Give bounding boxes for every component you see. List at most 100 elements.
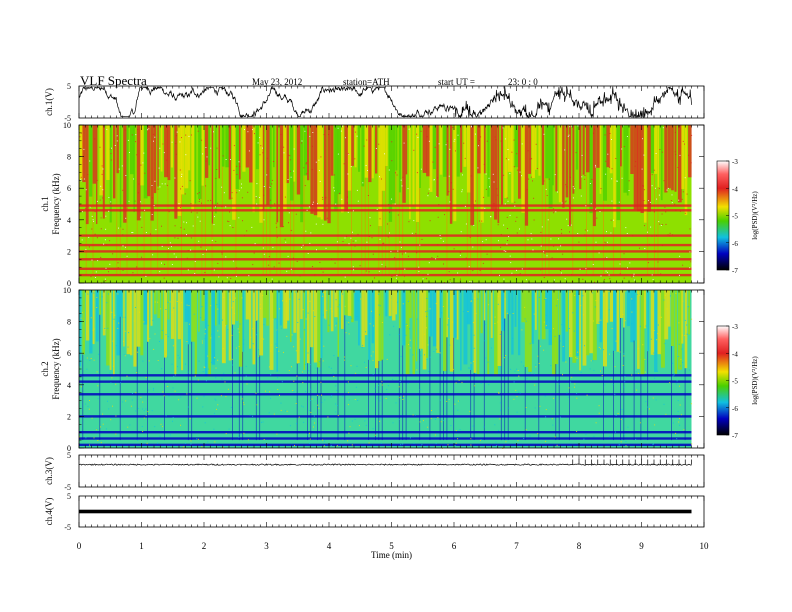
ch2-spectrogram-speckle — [120, 313, 122, 315]
ch1-spectrogram-speckle — [541, 226, 543, 228]
ch1-spectrogram-streak — [545, 125, 549, 179]
ch2-spectrogram-speckle — [653, 352, 655, 354]
ch1-spectrogram-speckle — [100, 256, 102, 258]
ch1-spectrogram-speckle — [161, 262, 162, 264]
ch1-spectrogram-speckle — [263, 194, 265, 196]
ch2-spectrogram-speckle — [623, 386, 625, 388]
ch1-spectrogram-speckle — [464, 205, 466, 207]
ch2-spectrogram-streak — [150, 290, 153, 326]
ch2-spectrogram-speckle — [168, 395, 170, 397]
ch1-spectrogram-speckle — [293, 148, 295, 150]
ch2-spectrogram-speckle — [289, 425, 291, 427]
ch2-spectrogram-speckle — [598, 321, 600, 323]
ch1-spectrogram-speckle — [390, 251, 392, 253]
ch1-spectrogram-speckle — [206, 249, 207, 251]
ch1-spectrogram-streak — [211, 125, 214, 224]
ch2-spectrogram-streak — [191, 341, 193, 441]
ch2-spectrogram-colorbar-label: log(PSD)(V²/Hz) — [751, 356, 759, 405]
ch1-spectrogram-band — [79, 234, 692, 237]
ch1-spectrogram-speckle — [595, 166, 597, 168]
ch1-spectrogram-speckle — [367, 195, 369, 196]
ch1-spectrogram-streak — [603, 200, 604, 276]
ch1-spectrogram-speckle — [477, 235, 479, 237]
ch2-spectrogram-speckle — [580, 305, 582, 307]
ch1-spectrogram-speckle — [389, 232, 390, 234]
ch1-spectrogram-speckle — [238, 161, 240, 163]
ch2-spectrogram-speckle — [211, 333, 213, 335]
ch2-spectrogram-speckle — [372, 317, 373, 319]
ch2-spectrogram-speckle — [576, 357, 578, 359]
ch1-spectrogram-speckle — [111, 147, 112, 149]
ch2-spectrogram-speckle — [221, 378, 223, 380]
ch1-spectrogram-speckle — [81, 211, 83, 213]
ch2-spectrogram-streak — [504, 318, 506, 441]
ch1-spectrogram-speckle — [177, 237, 179, 239]
ch2-spectrogram-speckle — [162, 426, 163, 428]
ch1-spectrogram-speckle — [242, 220, 243, 222]
ch2-spectrogram-speckle — [521, 329, 523, 331]
ch2-spectrogram-speckle — [402, 303, 404, 305]
ch2-spectrogram-speckle — [90, 358, 92, 359]
ch1-spectrogram-speckle — [322, 271, 324, 273]
ch1-spectrogram-speckle — [595, 241, 597, 243]
ch1-spectrogram-speckle — [216, 169, 218, 170]
ch2-spectrogram-speckle — [435, 418, 436, 420]
ch2-spectrogram-speckle — [687, 306, 689, 308]
ch2-spectrogram-speckle — [580, 371, 582, 373]
ch2-spectrogram-speckle — [601, 375, 603, 377]
ch1-spectrogram-speckle — [428, 140, 430, 142]
ch2-spectrogram-speckle — [241, 297, 243, 299]
ch2-spectrogram-streak — [201, 290, 205, 321]
ch1-spectrogram-speckle — [603, 279, 605, 280]
ch1-spectrogram-speckle — [415, 233, 417, 235]
ch1-spectrogram-streak — [347, 125, 352, 191]
ch1-spectrogram-speckle — [665, 211, 667, 213]
ch1-spectrogram-speckle — [375, 148, 377, 149]
ch2-spectrogram-streak — [177, 290, 181, 340]
ch2-spectrogram-speckle — [105, 428, 107, 430]
ch1-spectrogram-speckle — [490, 216, 492, 217]
x-axis-tick-6: 6 — [452, 541, 457, 551]
ch2-spectrogram-speckle — [524, 306, 526, 308]
ch1-spectrogram-speckle — [333, 174, 335, 176]
ch1-spectrogram-streak — [643, 125, 647, 223]
ch2-spectrogram-speckle — [543, 321, 545, 323]
ch2-spectrogram-speckle — [574, 295, 576, 296]
ch2-spectrogram-speckle — [112, 340, 114, 342]
ch1-spectrogram-streak — [429, 125, 433, 192]
ch1-spectrogram-speckle — [462, 174, 463, 176]
ch2-spectrogram-streak — [334, 290, 338, 318]
ch2-spectrogram-speckle — [133, 320, 135, 322]
ch2-spectrogram-speckle — [159, 341, 160, 342]
ch2-spectrogram-speckle — [214, 357, 215, 359]
ch1-spectrogram-speckle — [498, 240, 499, 242]
ch1-spectrogram-speckle — [239, 166, 241, 167]
ch1-spectrogram-speckle — [166, 159, 168, 161]
ch2-spectrogram-speckle — [275, 343, 277, 345]
ch2-spectrogram-speckle — [173, 307, 175, 309]
ch1-spectrogram-streak — [303, 175, 305, 276]
ch1-spectrogram-speckle — [481, 220, 483, 222]
ch2-spectrogram-speckle — [214, 398, 216, 400]
ch2-spectrogram-speckle — [171, 363, 173, 365]
ch2-spectrogram-speckle — [379, 314, 380, 316]
ch1-spectrogram-speckle — [274, 203, 276, 205]
ch2-spectrogram-speckle — [229, 299, 231, 301]
ch1-spectrogram-speckle — [205, 147, 207, 148]
ch2-spectrogram-speckle — [137, 351, 139, 353]
ch2-spectrogram-speckle — [665, 413, 667, 415]
ch2-spectrogram-speckle — [652, 397, 654, 399]
ch1-spectrogram-speckle — [569, 176, 571, 178]
ch2-spectrogram-speckle — [379, 420, 381, 422]
ch1-spectrogram-streak — [317, 125, 322, 218]
ch1-spectrogram-speckle — [465, 257, 467, 259]
ch1-spectrogram-speckle — [440, 237, 442, 239]
ch2-spectrogram-streak — [490, 290, 493, 338]
ch1-spectrogram-speckle — [420, 168, 422, 170]
ch1-spectrogram-speckle — [162, 143, 164, 145]
ch2-spectrogram-speckle — [90, 321, 91, 323]
ch2-spectrogram-streak — [483, 320, 485, 441]
ch1-spectrogram-speckle — [532, 180, 533, 182]
ch1-spectrogram-speckle — [623, 277, 625, 279]
ch2-spectrogram-speckle — [163, 395, 165, 397]
